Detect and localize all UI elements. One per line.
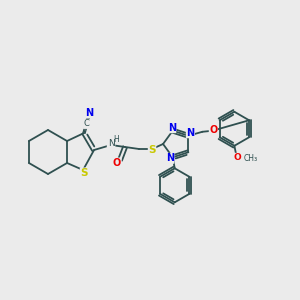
- Text: S: S: [148, 145, 156, 155]
- Text: N: N: [186, 128, 194, 138]
- Text: O: O: [113, 158, 121, 168]
- Text: CH₃: CH₃: [243, 154, 257, 163]
- Text: S: S: [148, 145, 156, 155]
- Text: N: N: [108, 139, 114, 148]
- Text: O: O: [209, 125, 217, 135]
- Text: N: N: [85, 108, 93, 118]
- Text: O: O: [113, 158, 121, 168]
- Text: C: C: [83, 119, 90, 128]
- Text: O: O: [233, 153, 241, 162]
- Text: N: N: [166, 153, 174, 163]
- Text: C: C: [84, 119, 89, 128]
- Text: H: H: [113, 136, 119, 145]
- Text: N: N: [85, 108, 93, 118]
- Text: N: N: [186, 128, 194, 138]
- Text: S: S: [80, 168, 88, 178]
- Text: N: N: [166, 153, 174, 163]
- Text: N: N: [107, 139, 115, 148]
- Text: S: S: [80, 168, 88, 178]
- Text: O: O: [209, 125, 217, 135]
- Text: N: N: [168, 123, 176, 133]
- Text: O: O: [233, 153, 241, 162]
- Text: N: N: [168, 123, 176, 133]
